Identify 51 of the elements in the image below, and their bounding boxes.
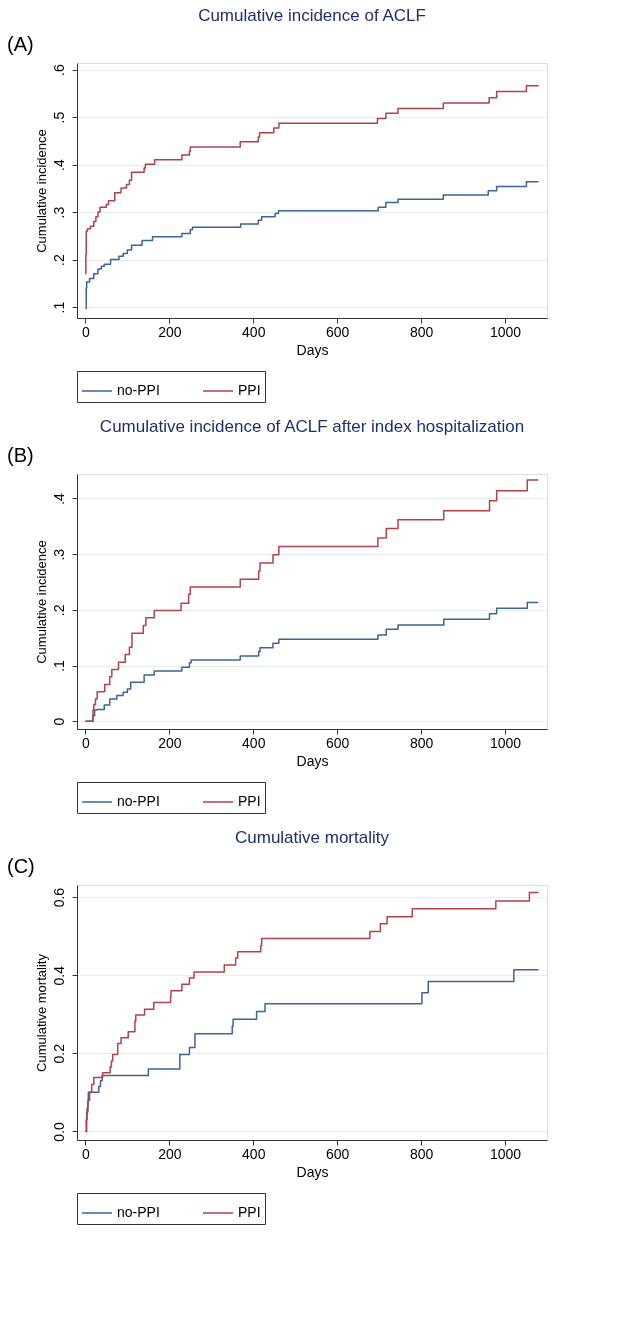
- x-tick-label: 1000: [489, 734, 522, 751]
- text: (B): [7, 444, 34, 466]
- y-tick-label: .4: [50, 159, 67, 171]
- x-tick-label: 400: [242, 1145, 266, 1162]
- text: (C): [7, 855, 35, 877]
- y-tick-label: .6: [50, 64, 67, 76]
- y-tick-label: .3: [50, 548, 67, 561]
- chart-title: Cumulative incidence of ACLF after index hospitalization: [99, 417, 525, 436]
- y-tick-label: 0: [50, 717, 67, 726]
- x-tick-label: 400: [242, 734, 266, 751]
- chart-title: Cumulative incidence of ACLF: [198, 6, 426, 25]
- x-tick-label: 800: [409, 323, 434, 340]
- legend-label: PPI: [238, 382, 261, 398]
- legend-label: PPI: [238, 793, 261, 809]
- y-axis-title: Cumulative incidence: [33, 129, 49, 253]
- y-tick-label: .3: [50, 206, 67, 219]
- x-axis-title: Days: [296, 341, 329, 358]
- x-tick-label: 1000: [489, 1145, 522, 1162]
- y-axis-title: Cumulative incidence: [33, 540, 49, 664]
- x-axis-title: Days: [296, 752, 329, 769]
- x-tick-label: 1000: [489, 323, 522, 340]
- y-tick-label: .4: [50, 492, 67, 505]
- legend-label: no-PPI: [117, 1204, 160, 1220]
- x-tick-label: 600: [326, 734, 350, 751]
- y-axis-title: Cumulative mortality: [33, 953, 49, 1072]
- y-tick-label: .5: [50, 111, 67, 124]
- y-tick-label: .2: [50, 604, 67, 617]
- legend-label: no-PPI: [117, 793, 160, 809]
- y-tick-label: .1: [50, 301, 67, 314]
- y-tick-label: 0.4: [50, 965, 67, 986]
- x-tick-label: 0: [81, 734, 90, 751]
- legend-label: no-PPI: [117, 382, 160, 398]
- y-tick-label: .1: [50, 659, 67, 672]
- x-tick-label: 0: [81, 323, 90, 340]
- x-tick-label: 800: [409, 1145, 434, 1162]
- x-tick-label: 600: [326, 1145, 350, 1162]
- legend-label: PPI: [238, 1204, 261, 1220]
- y-tick-label: 0.2: [50, 1043, 67, 1064]
- y-tick-label: .2: [50, 254, 67, 266]
- y-tick-label: 0.6: [50, 887, 67, 908]
- x-axis-title: Days: [296, 1163, 329, 1180]
- x-tick-label: 200: [158, 1145, 182, 1162]
- x-tick-label: 600: [326, 323, 350, 340]
- chart-title: Cumulative mortality: [235, 828, 390, 847]
- x-tick-label: 200: [158, 734, 182, 751]
- x-tick-label: 0: [81, 1145, 90, 1162]
- x-tick-label: 400: [242, 323, 266, 340]
- x-tick-label: 200: [158, 323, 182, 340]
- x-tick-label: 800: [409, 734, 434, 751]
- text: (A): [7, 33, 34, 55]
- y-tick-label: 0.0: [50, 1121, 67, 1142]
